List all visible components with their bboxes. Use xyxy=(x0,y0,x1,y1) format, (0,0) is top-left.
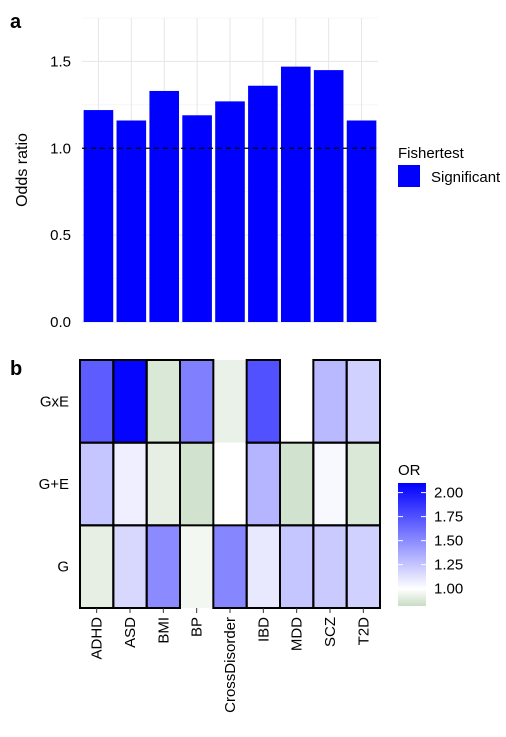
fishertest-legend: Fishertest Significant xyxy=(398,145,501,187)
bar-asd xyxy=(116,120,147,323)
panel-a-bars xyxy=(83,66,377,323)
or-legend-ticks: 2.00 1.75 1.50 1.25 1.00 xyxy=(398,485,463,598)
or-colorbar xyxy=(398,483,426,606)
tile-gxe-bp xyxy=(180,360,214,443)
tile-g-bmi xyxy=(146,525,180,608)
or-tick-label: 1.25 xyxy=(434,557,463,574)
heatmap-y-labels: GxE G+E G xyxy=(39,393,69,575)
bar-scz xyxy=(313,70,344,322)
tile-g-ibd xyxy=(246,525,280,608)
bar-t2d xyxy=(346,120,377,323)
or-tick-label: 1.50 xyxy=(434,533,463,550)
tile-gxe-crossdisorder xyxy=(213,360,247,443)
tile-g-e-ibd xyxy=(246,442,280,526)
tile-gxe-bmi xyxy=(146,360,180,443)
tile-gxe-asd xyxy=(113,360,147,443)
tile-g-scz xyxy=(313,525,347,608)
y-tick-label: 1.5 xyxy=(50,53,71,70)
tile-g-adhd xyxy=(80,525,114,608)
or-legend-title: OR xyxy=(398,462,421,479)
tile-g-bp xyxy=(180,525,214,608)
tile-g-e-asd xyxy=(113,442,147,526)
x-label-mdd: MDD xyxy=(289,617,306,651)
legend-key-significant xyxy=(398,165,420,187)
heatmap-tiles xyxy=(80,360,380,608)
bar-crossdisorder xyxy=(215,101,245,322)
bar-mdd xyxy=(280,66,311,322)
panel-b-label: b xyxy=(10,358,22,380)
tile-g-e-adhd xyxy=(80,442,114,526)
x-label-asd: ASD xyxy=(122,617,139,648)
panel-a-label: a xyxy=(10,11,22,33)
tile-g-e-bp xyxy=(180,442,214,526)
tile-g-e-bmi xyxy=(146,442,180,526)
tile-gxe-scz xyxy=(313,360,347,443)
tile-g-e-t2d xyxy=(346,442,380,526)
y-tick-label: 1.0 xyxy=(50,140,71,157)
or-tick-label: 2.00 xyxy=(434,485,463,502)
tile-outline xyxy=(179,441,215,527)
or-tick-label: 1.00 xyxy=(434,581,463,598)
tile-g-asd xyxy=(113,525,147,608)
y-label-g-e: G+E xyxy=(39,476,69,493)
panel-a-y-ticks: 0.0 0.5 1.0 1.5 xyxy=(50,53,71,331)
tile-g-e-mdd xyxy=(280,442,314,526)
legend-title: Fishertest xyxy=(398,145,465,162)
x-label-bmi: BMI xyxy=(155,617,172,644)
legend-label-significant: Significant xyxy=(431,169,501,186)
x-label-t2d: T2D xyxy=(355,617,372,646)
or-legend: OR 2.00 1.75 1.50 1.25 1.00 xyxy=(398,462,463,606)
y-label-g: G xyxy=(57,559,69,576)
y-label-gxe: GxE xyxy=(40,393,69,410)
x-label-ibd: IBD xyxy=(255,617,272,642)
tile-g-e-scz xyxy=(313,442,347,526)
tile-g-e-crossdisorder xyxy=(213,442,247,526)
y-tick-label: 0.0 xyxy=(50,314,71,331)
x-label-crossdisorder: CrossDisorder xyxy=(222,617,239,713)
tile-gxe-t2d xyxy=(346,360,380,443)
bar-bp xyxy=(182,115,212,322)
tile-g-t2d xyxy=(346,525,380,608)
y-axis-title: Odds ratio xyxy=(14,133,31,207)
tile-gxe-mdd xyxy=(280,360,314,443)
tile-gxe-ibd xyxy=(246,360,280,443)
x-label-adhd: ADHD xyxy=(89,617,106,660)
tile-g-mdd xyxy=(280,525,314,608)
or-tick-label: 1.75 xyxy=(434,509,463,526)
y-tick-label: 0.5 xyxy=(50,227,71,244)
bar-adhd xyxy=(83,110,114,322)
x-label-bp: BP xyxy=(189,617,206,637)
tile-gxe-adhd xyxy=(80,360,114,443)
tile-g-crossdisorder xyxy=(213,525,247,608)
x-axis-labels: ADHD ASD BMI BP CrossDisorder IBD MDD SCZ T2D xyxy=(89,608,372,713)
x-label-scz: SCZ xyxy=(322,617,339,647)
bar-ibd xyxy=(248,85,278,323)
bar-bmi xyxy=(149,90,180,323)
